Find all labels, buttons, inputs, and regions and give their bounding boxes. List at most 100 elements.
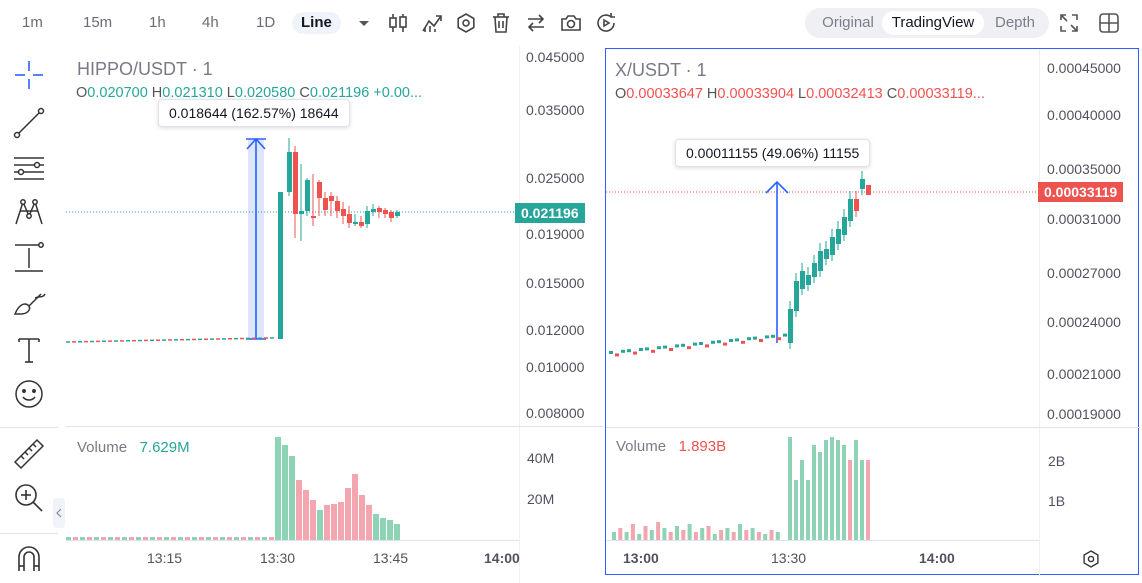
left-volume-label: Volume 7.629M	[77, 439, 190, 456]
volume-bar	[241, 537, 246, 540]
ruler-icon[interactable]	[11, 436, 47, 472]
measure-icon[interactable]	[11, 240, 47, 276]
compare-icon[interactable]	[524, 11, 548, 35]
right-time-label: 13:00	[623, 550, 659, 566]
right-price-label: 0.00021000	[1047, 366, 1121, 382]
crosshair-icon[interactable]	[11, 57, 47, 93]
volume-bar	[806, 480, 810, 540]
chevron-down-icon[interactable]	[352, 11, 376, 35]
trendline-icon[interactable]	[11, 105, 47, 141]
timeframe-15m[interactable]: 15m	[83, 14, 113, 31]
left-price-label: 0.035000	[526, 102, 585, 118]
ohlc-open: 0.020700	[87, 85, 148, 101]
ohlc-high: 0.00033904	[717, 86, 795, 102]
ohlc-change: +0.00...	[373, 85, 423, 101]
settings-icon[interactable]	[454, 11, 478, 35]
volume-bar	[213, 537, 218, 540]
candle-body	[317, 182, 322, 198]
volume-bar	[227, 537, 232, 540]
right-price-label: 0.00024000	[1047, 314, 1121, 330]
timeframe-1h[interactable]: 1h	[149, 14, 166, 31]
right-chart-panel[interactable]: X/USDT · 1 O0.00033647 H0.00033904 L0.00…	[605, 48, 1140, 576]
emoji-icon[interactable]	[11, 376, 47, 412]
right-time-label: 14:00	[919, 550, 955, 566]
volume-bar	[687, 524, 692, 540]
view-depth[interactable]: Depth	[994, 14, 1036, 31]
volume-value: 7.629M	[139, 439, 190, 456]
left-candles-chart[interactable]	[66, 46, 603, 583]
candle-body	[848, 199, 853, 221]
candle-body	[651, 349, 655, 353]
volume-bar	[818, 452, 822, 540]
chart-type-line[interactable]: Line	[292, 12, 341, 34]
volume-bar	[618, 528, 623, 540]
indicators-icon[interactable]	[420, 11, 444, 35]
brush-icon[interactable]	[11, 286, 47, 322]
left-symbol-title[interactable]: HIPPO/USDT · 1	[77, 59, 213, 79]
text-icon[interactable]	[11, 332, 47, 368]
left-price-label: 0.045000	[526, 49, 585, 65]
candle-body	[777, 337, 781, 341]
candle-body	[627, 349, 631, 353]
candle-body	[765, 335, 769, 339]
volume-bar	[94, 537, 99, 540]
candle-body	[633, 351, 637, 355]
right-candles-chart[interactable]	[606, 49, 1140, 576]
left-time-label: 13:15	[147, 550, 183, 566]
zoom-in-icon[interactable]	[11, 480, 47, 516]
candle-body	[287, 152, 292, 192]
layout-grid-icon[interactable]	[1097, 11, 1121, 35]
volume-bar	[693, 532, 698, 540]
camera-icon[interactable]	[559, 11, 583, 35]
fullscreen-icon[interactable]	[1057, 11, 1081, 35]
right-symbol-title[interactable]: X/USDT · 1	[615, 60, 707, 80]
view-tradingview[interactable]: TradingView	[882, 11, 984, 35]
candle-body	[830, 237, 835, 255]
horizontal-lines-icon[interactable]	[11, 150, 47, 186]
volume-bar	[681, 530, 686, 540]
volume-bar	[848, 460, 852, 540]
volume-value: 1.893B	[678, 438, 727, 455]
ohlc-c-label: C	[299, 85, 310, 101]
collapse-toolbar-handle[interactable]	[53, 498, 65, 528]
volume-bar	[394, 524, 400, 540]
volume-bar	[830, 437, 834, 540]
volume-bar	[282, 445, 288, 540]
candle-body	[854, 199, 859, 211]
volume-bar	[87, 537, 92, 540]
magnet-icon[interactable]	[11, 541, 47, 577]
candle-body	[621, 349, 625, 353]
candle-body	[818, 251, 823, 271]
candle-body	[800, 271, 805, 289]
ohlc-open: 0.00033647	[626, 86, 703, 102]
left-price-label: 0.012000	[526, 322, 585, 338]
candle-body	[771, 334, 775, 338]
chart-settings-icon[interactable]	[1081, 549, 1101, 569]
volume-bar	[220, 537, 225, 540]
volume-bar	[289, 456, 295, 540]
volume-bar	[731, 532, 736, 540]
right-measure-tooltip: 0.00011155 (49.06%) 11155	[675, 139, 871, 167]
trash-icon[interactable]	[489, 11, 513, 35]
left-measure-tooltip: 0.018644 (162.57%) 18644	[158, 99, 350, 127]
candle-body	[729, 339, 733, 342]
timeframe-1d[interactable]: 1D	[256, 14, 276, 31]
volume-bar	[129, 537, 134, 540]
volume-bar	[108, 537, 113, 540]
candlestick-icon[interactable]	[386, 11, 410, 35]
pattern-icon[interactable]	[11, 194, 47, 230]
volume-bar	[656, 522, 661, 540]
volume-bar	[836, 440, 840, 540]
volume-bar	[387, 520, 393, 540]
view-original[interactable]: Original	[822, 14, 874, 31]
timeframe-4h[interactable]: 4h	[202, 14, 219, 31]
volume-bar	[171, 537, 176, 540]
timeframe-1m[interactable]: 1m	[22, 14, 43, 31]
candle-body	[812, 263, 817, 277]
left-ohlc-row: O0.020700 H0.021310 L0.020580 C0.021196 …	[76, 85, 422, 101]
left-volume-axis-label: 40M	[527, 450, 555, 466]
time-axis-border	[606, 540, 1039, 541]
replay-icon[interactable]	[594, 11, 618, 35]
candle-body	[353, 222, 358, 224]
candle-body	[371, 209, 376, 212]
